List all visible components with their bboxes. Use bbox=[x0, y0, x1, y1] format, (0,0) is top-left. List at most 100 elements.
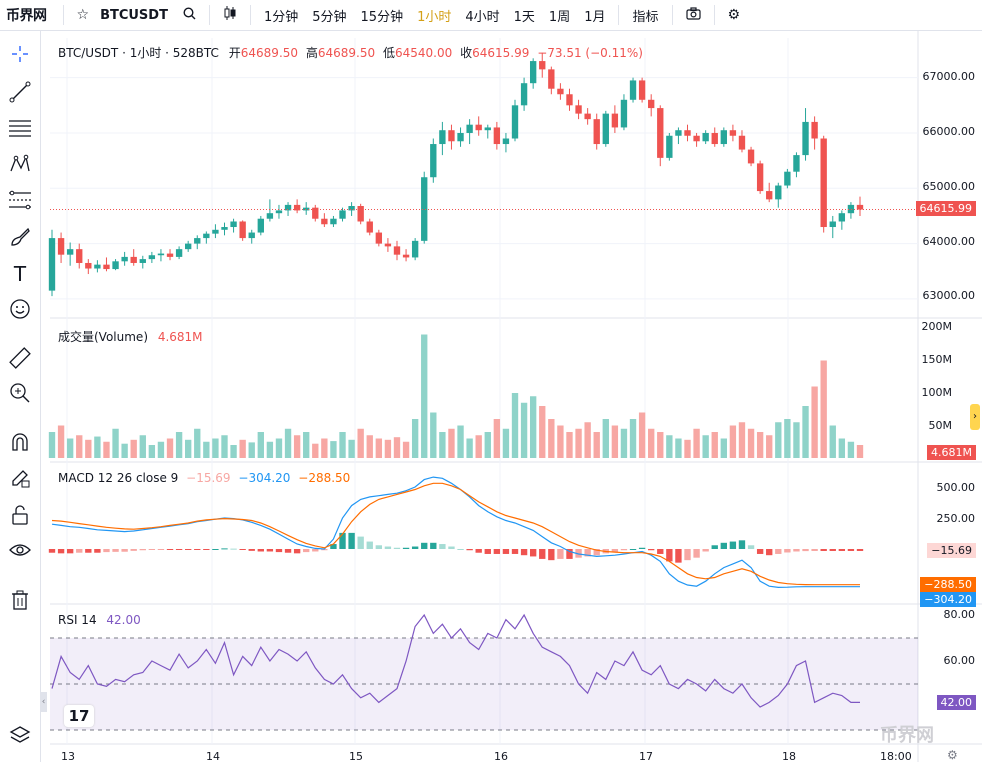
candle-body bbox=[66, 249, 74, 255]
top-toolbar: 币界网 ☆ BTCUSDT 1分钟 5分钟 15分钟 1小时 4小时 1天 1周… bbox=[0, 0, 982, 31]
macd-hist-bar bbox=[657, 549, 664, 554]
candle-body bbox=[148, 255, 156, 260]
macd-hist-bar bbox=[593, 549, 600, 556]
volume-bar bbox=[339, 432, 346, 458]
macd-hist-bar bbox=[348, 532, 355, 549]
candle-body bbox=[593, 119, 600, 145]
volume-bar bbox=[439, 432, 446, 458]
interval-1mo[interactable]: 1月 bbox=[584, 9, 606, 25]
volume-bar bbox=[230, 445, 237, 458]
volume-bar bbox=[802, 406, 809, 458]
candle-type-icon[interactable] bbox=[216, 5, 244, 25]
macd-hist-bar bbox=[548, 549, 555, 561]
volume-bar bbox=[48, 432, 56, 458]
lock-icon[interactable] bbox=[6, 501, 34, 529]
crosshair-icon[interactable] bbox=[6, 40, 34, 68]
settings-small-icon[interactable]: ⚙ bbox=[947, 748, 958, 762]
macd-hist-bar bbox=[475, 549, 482, 553]
volume-bar bbox=[112, 428, 119, 458]
fib-icon[interactable] bbox=[6, 186, 34, 214]
gear-icon[interactable]: ⚙ bbox=[727, 7, 741, 23]
pattern-icon[interactable] bbox=[6, 150, 34, 178]
candle-body bbox=[175, 249, 183, 257]
star-icon[interactable]: ☆ bbox=[76, 7, 90, 23]
candle-body bbox=[430, 144, 437, 178]
volume-bar bbox=[657, 432, 664, 458]
volume-bar bbox=[221, 435, 228, 458]
macd-hist-bar bbox=[239, 549, 246, 550]
candle-body bbox=[112, 261, 119, 270]
price-tick: 66000.00 bbox=[922, 125, 976, 138]
text-icon[interactable]: T bbox=[13, 262, 27, 286]
symbol-label[interactable]: BTCUSDT bbox=[100, 7, 168, 23]
trend-line-icon[interactable] bbox=[6, 78, 34, 106]
volume-bar bbox=[194, 428, 201, 458]
lock-pencil-icon[interactable] bbox=[6, 464, 34, 492]
interval-1w[interactable]: 1周 bbox=[548, 9, 571, 25]
indicators-button[interactable]: 指标 bbox=[632, 9, 659, 25]
price-tick: 64000.00 bbox=[922, 235, 976, 248]
macd-hist-bar bbox=[629, 549, 637, 550]
interval-4h[interactable]: 4小时 bbox=[465, 9, 500, 25]
volume-bar bbox=[375, 438, 383, 458]
volume-bar bbox=[557, 425, 564, 458]
volume-bar bbox=[766, 435, 773, 458]
interval-1h[interactable]: 1小时 bbox=[417, 9, 452, 25]
interval-1d[interactable]: 1天 bbox=[513, 9, 535, 25]
candle-body bbox=[539, 61, 546, 70]
macd-hist-bar bbox=[185, 549, 192, 550]
expand-panel-button[interactable]: › bbox=[970, 404, 980, 430]
volume-bar bbox=[711, 432, 718, 458]
candle-body bbox=[820, 138, 827, 228]
zoom-in-icon[interactable] bbox=[6, 379, 34, 407]
candle-body bbox=[566, 94, 573, 106]
macd-legend: MACD 12 26 close 9 −15.69 −304.20 −288.5… bbox=[58, 471, 350, 485]
macd-hist-bar bbox=[112, 549, 119, 552]
brush-icon[interactable] bbox=[6, 223, 34, 251]
volume-bar bbox=[57, 425, 65, 458]
volume-bar bbox=[275, 438, 283, 458]
interval-1m[interactable]: 1分钟 bbox=[263, 9, 299, 25]
candle-body bbox=[375, 232, 383, 244]
interval-5m[interactable]: 5分钟 bbox=[312, 9, 347, 25]
macd-hist-bar bbox=[820, 549, 827, 551]
rsi-tick: 60.00 bbox=[943, 654, 976, 667]
low-label: 低 bbox=[382, 46, 395, 60]
macd-hist-bar bbox=[675, 549, 682, 563]
ruler-icon[interactable] bbox=[6, 344, 34, 372]
high-label: 高 bbox=[305, 46, 318, 60]
macd-hist-bar bbox=[829, 549, 836, 551]
emoji-icon[interactable] bbox=[6, 295, 34, 323]
candle-body bbox=[284, 204, 292, 211]
interval-15m[interactable]: 15分钟 bbox=[360, 9, 404, 25]
candle-body bbox=[366, 221, 373, 233]
macd-hist-bar bbox=[711, 545, 718, 549]
volume-bar bbox=[103, 441, 110, 458]
camera-icon[interactable] bbox=[679, 6, 708, 24]
price-tick: 67000.00 bbox=[922, 70, 976, 83]
tradingview-logo-icon[interactable]: 17 bbox=[64, 705, 94, 727]
trash-icon[interactable] bbox=[6, 586, 34, 614]
volume-bar bbox=[402, 441, 410, 458]
candle-body bbox=[738, 135, 746, 150]
candle-body bbox=[784, 171, 791, 186]
layers-icon[interactable] bbox=[6, 721, 34, 749]
macd-hist-bar bbox=[575, 549, 582, 558]
macd-hist-bar bbox=[484, 549, 491, 554]
collapse-left-button[interactable]: ‹ bbox=[40, 692, 47, 712]
eye-icon[interactable] bbox=[6, 536, 34, 564]
divider bbox=[249, 5, 251, 25]
search-icon[interactable] bbox=[176, 6, 203, 24]
volume-bar bbox=[421, 334, 428, 458]
macd-hist-bar bbox=[148, 549, 156, 550]
macd-hist-bar bbox=[411, 546, 419, 549]
horizontal-lines-icon[interactable] bbox=[6, 114, 34, 142]
magnet-icon[interactable] bbox=[6, 428, 34, 456]
volume-bar bbox=[602, 419, 609, 458]
candle-body bbox=[248, 232, 255, 239]
macd-hist-bar bbox=[511, 549, 519, 554]
rsi-legend: RSI 14 42.00 bbox=[58, 613, 141, 627]
watermark: 币界网 bbox=[880, 725, 934, 746]
candle-body bbox=[457, 132, 464, 142]
